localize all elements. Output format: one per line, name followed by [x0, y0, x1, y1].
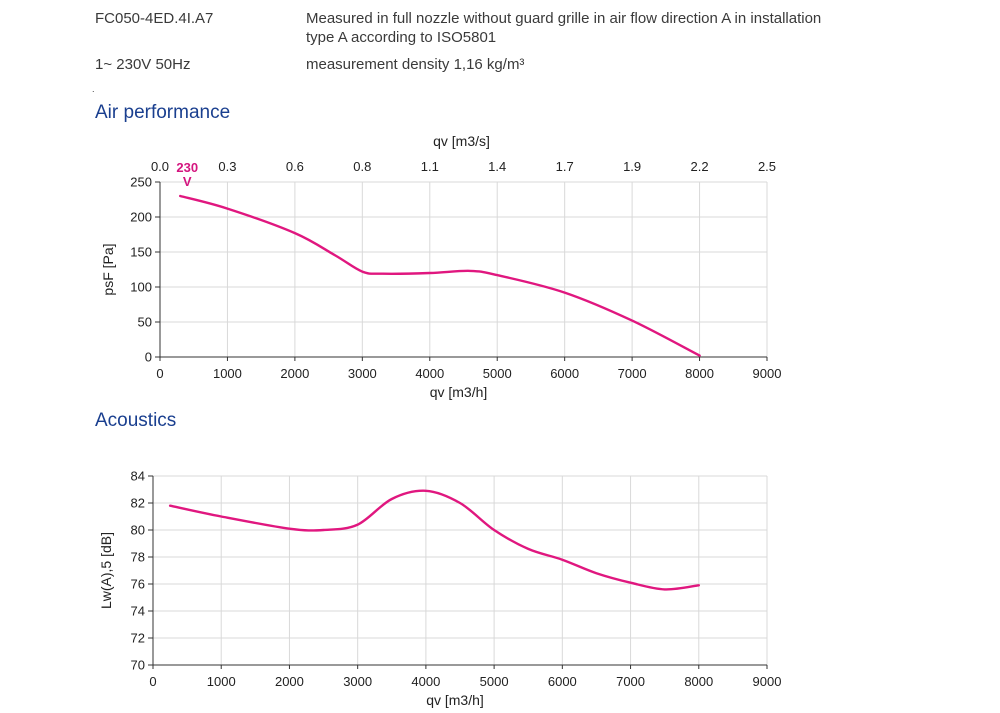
acoustic-x-axis-label: qv [m3/h]	[426, 692, 484, 708]
air-series-line	[179, 194, 701, 357]
air-series-label-value: 230	[176, 160, 198, 175]
model-number: FC050-4ED.4I.A7	[95, 10, 214, 27]
air-x2-tick-label: 1.9	[623, 159, 641, 174]
acoustic-y-tick-label: 72	[131, 631, 145, 646]
air-x-tick-label: 5000	[483, 366, 512, 381]
acoustic-x-tick-label: 2000	[275, 674, 304, 689]
air-x-axis-label: qv [m3/h]	[430, 384, 488, 400]
acoustic-x-tick-label: 5000	[480, 674, 509, 689]
air-x-tick-label: 3000	[348, 366, 377, 381]
acoustic-x-tick-label: 1000	[207, 674, 236, 689]
air-y-axis-label: psF [Pa]	[100, 243, 116, 295]
air-x-tick-label: 2000	[280, 366, 309, 381]
acoustic-y-axis-label: Lw(A),5 [dB]	[98, 532, 114, 609]
air-x-tick-label: 7000	[618, 366, 647, 381]
acoustic-y-tick-label: 80	[131, 523, 145, 538]
air-x2-tick-label: 1.7	[556, 159, 574, 174]
acoustic-x-tick-label: 6000	[548, 674, 577, 689]
measurement-description-line2: type A according to ISO5801	[306, 29, 497, 46]
air-performance-title: Air performance	[95, 102, 231, 123]
air-x-tick-label: 0	[156, 366, 163, 381]
air-x2-tick-label: 0.0	[151, 159, 169, 174]
air-x-tick-label: 1000	[213, 366, 242, 381]
acoustic-y-tick-label: 76	[131, 577, 145, 592]
air-x-tick-label: 8000	[685, 366, 714, 381]
air-x2-tick-label: 0.6	[286, 159, 304, 174]
air-y-tick-label: 50	[138, 315, 152, 330]
air-x-tick-label: 4000	[415, 366, 444, 381]
air-series-label-unit: V	[183, 174, 192, 189]
air-x-tick-label: 6000	[550, 366, 579, 381]
air-x2-tick-label: 0.8	[353, 159, 371, 174]
measurement-description-line1: Measured in full nozzle without guard gr…	[306, 10, 822, 27]
acoustic-x-tick-label: 4000	[411, 674, 440, 689]
acoustic-series-line	[168, 489, 700, 591]
air-x2-tick-label: 1.1	[421, 159, 439, 174]
air-x2-tick-label: 2.2	[691, 159, 709, 174]
acoustic-x-tick-label: 0	[149, 674, 156, 689]
acoustic-y-tick-label: 82	[131, 496, 145, 511]
air-x-tick-label: 9000	[753, 366, 782, 381]
air-x2-tick-label: 2.5	[758, 159, 776, 174]
acoustic-y-tick-label: 74	[131, 604, 145, 619]
stray-dot: .	[92, 84, 95, 94]
acoustic-x-tick-label: 3000	[343, 674, 372, 689]
acoustic-x-tick-label: 8000	[684, 674, 713, 689]
acoustics-title: Acoustics	[95, 410, 177, 431]
acoustic-x-tick-label: 9000	[753, 674, 782, 689]
air-y-tick-label: 100	[130, 280, 152, 295]
acoustic-y-tick-label: 84	[131, 469, 145, 484]
air-y-tick-label: 0	[145, 350, 152, 365]
acoustic-y-tick-label: 78	[131, 550, 145, 565]
measurement-density: measurement density 1,16 kg/m³	[306, 56, 525, 73]
air-x2-tick-label: 0.3	[218, 159, 236, 174]
air-x2-tick-label: 1.4	[488, 159, 506, 174]
air-y-tick-label: 250	[130, 175, 152, 190]
acoustic-y-tick-label: 70	[131, 658, 145, 673]
supply-spec: 1~ 230V 50Hz	[95, 56, 191, 73]
acoustic-x-tick-label: 7000	[616, 674, 645, 689]
air-y-tick-label: 150	[130, 245, 152, 260]
air-y-tick-label: 200	[130, 210, 152, 225]
air-x2-axis-label: qv [m3/s]	[433, 133, 490, 149]
